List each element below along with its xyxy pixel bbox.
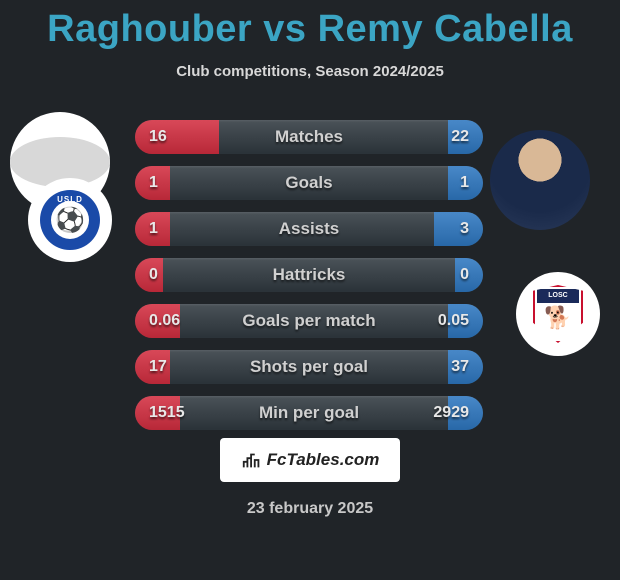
club-badge-left: USLD xyxy=(28,178,112,262)
stat-label: Hattricks xyxy=(273,265,346,285)
stat-value-left: 1515 xyxy=(149,404,185,422)
page-title: Raghouber vs Remy Cabella xyxy=(0,0,620,51)
stat-bar-left xyxy=(135,120,219,154)
stat-label: Assists xyxy=(279,219,339,239)
stat-row: 1515 Min per goal 2929 xyxy=(135,396,483,430)
stat-row: 0 Hattricks 0 xyxy=(135,258,483,292)
brand-logo: FcTables.com xyxy=(220,438,400,482)
stat-row: 1 Goals 1 xyxy=(135,166,483,200)
player-right-avatar xyxy=(490,130,590,230)
losc-badge-icon: LOSC 🐕 xyxy=(533,285,583,343)
page-subtitle: Club competitions, Season 2024/2025 xyxy=(0,63,620,80)
stat-value-right: 37 xyxy=(451,358,469,376)
stat-value-left: 1 xyxy=(149,220,158,238)
stat-value-right: 22 xyxy=(451,128,469,146)
usld-badge-icon: USLD xyxy=(40,190,100,250)
stat-label: Matches xyxy=(275,127,343,147)
stat-row: 16 Matches 22 xyxy=(135,120,483,154)
stat-row: 1 Assists 3 xyxy=(135,212,483,246)
stat-value-right: 1 xyxy=(460,174,469,192)
stat-value-left: 1 xyxy=(149,174,158,192)
footer-date: 23 february 2025 xyxy=(247,500,373,518)
stat-label: Goals xyxy=(285,173,332,193)
stat-value-left: 16 xyxy=(149,128,167,146)
losc-mascot-icon: 🐕 xyxy=(544,305,571,331)
stat-value-left: 0.06 xyxy=(149,312,180,330)
stat-value-left: 0 xyxy=(149,266,158,284)
stat-label: Min per goal xyxy=(259,403,359,423)
stat-bar-right xyxy=(434,212,483,246)
stat-row: 0.06 Goals per match 0.05 xyxy=(135,304,483,338)
fctables-icon xyxy=(241,449,263,471)
stat-value-right: 0.05 xyxy=(438,312,469,330)
stat-value-right: 3 xyxy=(460,220,469,238)
club-badge-right: LOSC 🐕 xyxy=(516,272,600,356)
stat-label: Shots per goal xyxy=(250,357,368,377)
stat-value-right: 0 xyxy=(460,266,469,284)
losc-text: LOSC xyxy=(537,289,579,303)
usld-text: USLD xyxy=(57,195,83,204)
stat-row: 17 Shots per goal 37 xyxy=(135,350,483,384)
brand-text: FcTables.com xyxy=(267,450,380,470)
stats-panel: 16 Matches 22 1 Goals 1 1 Assists 3 0 Hattricks 0 0.… xyxy=(135,120,483,442)
stat-value-right: 2929 xyxy=(433,404,469,422)
stat-value-left: 17 xyxy=(149,358,167,376)
stat-label: Goals per match xyxy=(242,311,375,331)
